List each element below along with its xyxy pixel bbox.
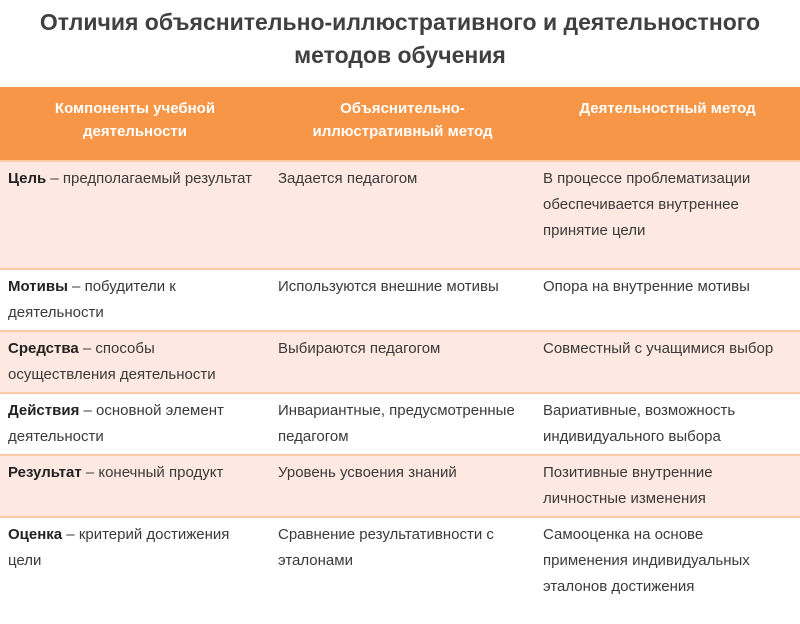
component-term: Средства xyxy=(8,340,79,357)
comparison-table: Компоненты учебной деятельности Объяснит… xyxy=(0,87,800,624)
component-cell: Действия – основной элемент деятельности xyxy=(0,392,270,455)
activity-cell: Самооценка на основе применения индивиду… xyxy=(535,516,800,624)
explanatory-cell: Используются внешние мотивы xyxy=(270,268,535,331)
table-row: Действия – основной элемент деятельности… xyxy=(0,392,800,455)
component-definition: – побудители к деятельности xyxy=(8,278,176,321)
explanatory-cell: Уровень усвоения знаний xyxy=(270,454,535,517)
activity-cell: Опора на внутренние мотивы xyxy=(535,268,800,331)
explanatory-cell: Задается педагогом xyxy=(270,160,535,269)
header-row: Компоненты учебной деятельности Объяснит… xyxy=(0,87,800,161)
component-cell: Средства – способы осуществления деятель… xyxy=(0,330,270,393)
header-activity: Деятельностный метод xyxy=(535,87,800,161)
component-definition: – конечный продукт xyxy=(81,464,224,481)
slide-title: Отличия объяснительно-иллюстративного и … xyxy=(39,9,761,68)
explanatory-cell: Сравнение результативности с эталонами xyxy=(270,516,535,624)
activity-cell: Совместный с учащимися выбор xyxy=(535,330,800,393)
table-row: Мотивы – побудители к деятельности Испол… xyxy=(0,268,800,331)
table-row: Результат – конечный продукт Уровень усв… xyxy=(0,454,800,517)
table-row: Оценка – критерий достижения цели Сравне… xyxy=(0,516,800,624)
component-cell: Цель – предполагаемый результат xyxy=(0,160,270,269)
activity-cell: Позитивные внутренние личностные изменен… xyxy=(535,454,800,517)
component-definition: – способы осуществления деятельности xyxy=(8,340,216,383)
component-term: Мотивы xyxy=(8,278,68,295)
component-definition: – предполагаемый результат xyxy=(46,170,253,187)
activity-cell: В процессе проблематизации обеспечиваетс… xyxy=(535,160,800,269)
component-cell: Результат – конечный продукт xyxy=(0,454,270,517)
table-row: Средства – способы осуществления деятель… xyxy=(0,330,800,393)
component-term: Действия xyxy=(8,402,80,419)
component-term: Результат xyxy=(8,464,82,481)
component-cell: Мотивы – побудители к деятельности xyxy=(0,268,270,331)
explanatory-cell: Выбираются педагогом xyxy=(270,330,535,393)
header-explanatory: Объяснительно-иллюстративный метод xyxy=(270,87,535,161)
component-cell: Оценка – критерий достижения цели xyxy=(0,516,270,624)
component-definition: – критерий достижения цели xyxy=(8,526,230,569)
component-definition: – основной элемент деятельности xyxy=(8,402,224,445)
component-term: Цель xyxy=(8,170,47,187)
component-term: Оценка xyxy=(8,526,63,543)
explanatory-cell: Инвариантные, предусмотренные педагогом xyxy=(270,392,535,455)
header-components: Компоненты учебной деятельности xyxy=(0,87,270,161)
activity-cell: Вариативные, возможность индивидуального… xyxy=(535,392,800,455)
table-row: Цель – предполагаемый результат Задается… xyxy=(0,160,800,269)
